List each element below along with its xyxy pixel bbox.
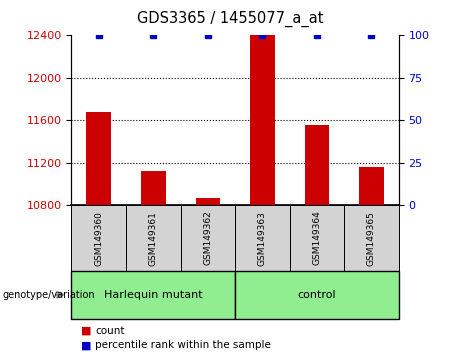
- Text: percentile rank within the sample: percentile rank within the sample: [95, 340, 272, 350]
- Bar: [250, 35, 275, 205]
- Text: Harlequin mutant: Harlequin mutant: [104, 290, 202, 300]
- Bar: [87, 112, 111, 205]
- Text: GSM149365: GSM149365: [367, 211, 376, 266]
- Text: GSM149363: GSM149363: [258, 211, 267, 266]
- Bar: [359, 167, 384, 205]
- Text: genotype/variation: genotype/variation: [2, 290, 95, 300]
- Bar: [195, 198, 220, 205]
- Text: ■: ■: [81, 340, 95, 350]
- Text: GSM149360: GSM149360: [94, 211, 103, 266]
- Text: GSM149362: GSM149362: [203, 211, 213, 266]
- Text: ■: ■: [81, 326, 95, 336]
- Bar: [141, 171, 165, 205]
- Text: GDS3365 / 1455077_a_at: GDS3365 / 1455077_a_at: [137, 11, 324, 27]
- Bar: [305, 125, 329, 205]
- Text: count: count: [95, 326, 125, 336]
- Text: GSM149364: GSM149364: [313, 211, 321, 266]
- Text: GSM149361: GSM149361: [149, 211, 158, 266]
- Text: control: control: [298, 290, 336, 300]
